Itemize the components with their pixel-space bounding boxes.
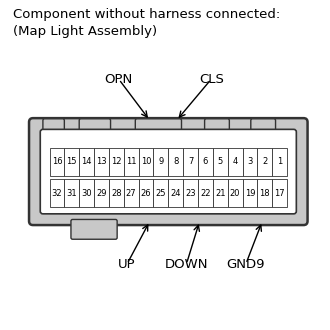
Text: 2: 2 (262, 157, 267, 166)
Text: 28: 28 (111, 188, 122, 198)
Bar (243, 179, 257, 207)
Text: 15: 15 (67, 157, 77, 166)
Bar (257, 179, 272, 207)
Text: 25: 25 (156, 188, 166, 198)
Text: 22: 22 (200, 188, 211, 198)
Bar (79, 148, 94, 176)
Text: 31: 31 (66, 188, 77, 198)
Text: 23: 23 (185, 188, 196, 198)
Bar (64, 148, 79, 176)
Text: 16: 16 (51, 157, 62, 166)
Text: 32: 32 (51, 188, 62, 198)
Text: 1: 1 (277, 157, 282, 166)
Text: 14: 14 (82, 157, 92, 166)
Text: (Map Light Assembly): (Map Light Assembly) (13, 25, 157, 38)
Text: 3: 3 (247, 157, 253, 166)
Bar (272, 148, 287, 176)
Bar (64, 179, 79, 207)
FancyBboxPatch shape (251, 119, 276, 137)
FancyBboxPatch shape (40, 129, 296, 214)
Text: 8: 8 (173, 157, 179, 166)
Text: 13: 13 (96, 157, 107, 166)
FancyBboxPatch shape (79, 119, 111, 134)
Bar (109, 148, 124, 176)
Bar (153, 148, 168, 176)
Bar (79, 179, 94, 207)
Bar (124, 179, 139, 207)
Bar (198, 148, 213, 176)
Text: 17: 17 (274, 188, 285, 198)
Text: OPN: OPN (105, 73, 133, 86)
Text: 24: 24 (171, 188, 181, 198)
Bar (228, 179, 243, 207)
Bar (153, 179, 168, 207)
Text: 19: 19 (245, 188, 255, 198)
Bar (228, 148, 243, 176)
Text: 9: 9 (158, 157, 163, 166)
Text: 30: 30 (81, 188, 92, 198)
Bar (272, 179, 287, 207)
Bar (94, 148, 109, 176)
FancyBboxPatch shape (29, 118, 308, 225)
FancyBboxPatch shape (135, 119, 182, 137)
Text: UP: UP (118, 257, 136, 271)
Bar (94, 179, 109, 207)
Bar (213, 179, 228, 207)
Text: CLS: CLS (199, 73, 224, 86)
Bar (109, 179, 124, 207)
FancyBboxPatch shape (43, 119, 64, 137)
Text: 12: 12 (111, 157, 121, 166)
Bar (168, 179, 183, 207)
Text: 7: 7 (188, 157, 193, 166)
Bar (124, 148, 139, 176)
Text: Component without harness connected:: Component without harness connected: (13, 8, 280, 21)
Bar (243, 148, 257, 176)
Text: 27: 27 (126, 188, 137, 198)
Text: 21: 21 (215, 188, 225, 198)
FancyBboxPatch shape (71, 219, 117, 239)
Text: 26: 26 (141, 188, 151, 198)
Bar (139, 148, 153, 176)
FancyBboxPatch shape (205, 119, 229, 134)
Text: GND9: GND9 (227, 257, 265, 271)
Bar (183, 179, 198, 207)
Text: 20: 20 (230, 188, 240, 198)
Bar (139, 179, 153, 207)
Text: 4: 4 (233, 157, 238, 166)
Bar (168, 148, 183, 176)
Text: 29: 29 (96, 188, 107, 198)
Text: 10: 10 (141, 157, 151, 166)
Text: 6: 6 (203, 157, 208, 166)
Text: 5: 5 (218, 157, 223, 166)
Text: 18: 18 (259, 188, 270, 198)
Text: 11: 11 (126, 157, 136, 166)
Text: DOWN: DOWN (165, 257, 208, 271)
Bar (183, 148, 198, 176)
Bar (50, 179, 64, 207)
Bar (50, 148, 64, 176)
Bar (213, 148, 228, 176)
Bar (198, 179, 213, 207)
Bar (257, 148, 272, 176)
